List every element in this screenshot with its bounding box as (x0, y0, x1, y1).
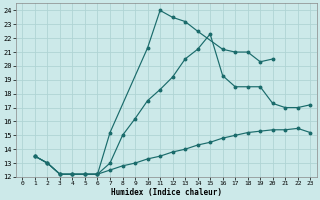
X-axis label: Humidex (Indice chaleur): Humidex (Indice chaleur) (111, 188, 222, 197)
